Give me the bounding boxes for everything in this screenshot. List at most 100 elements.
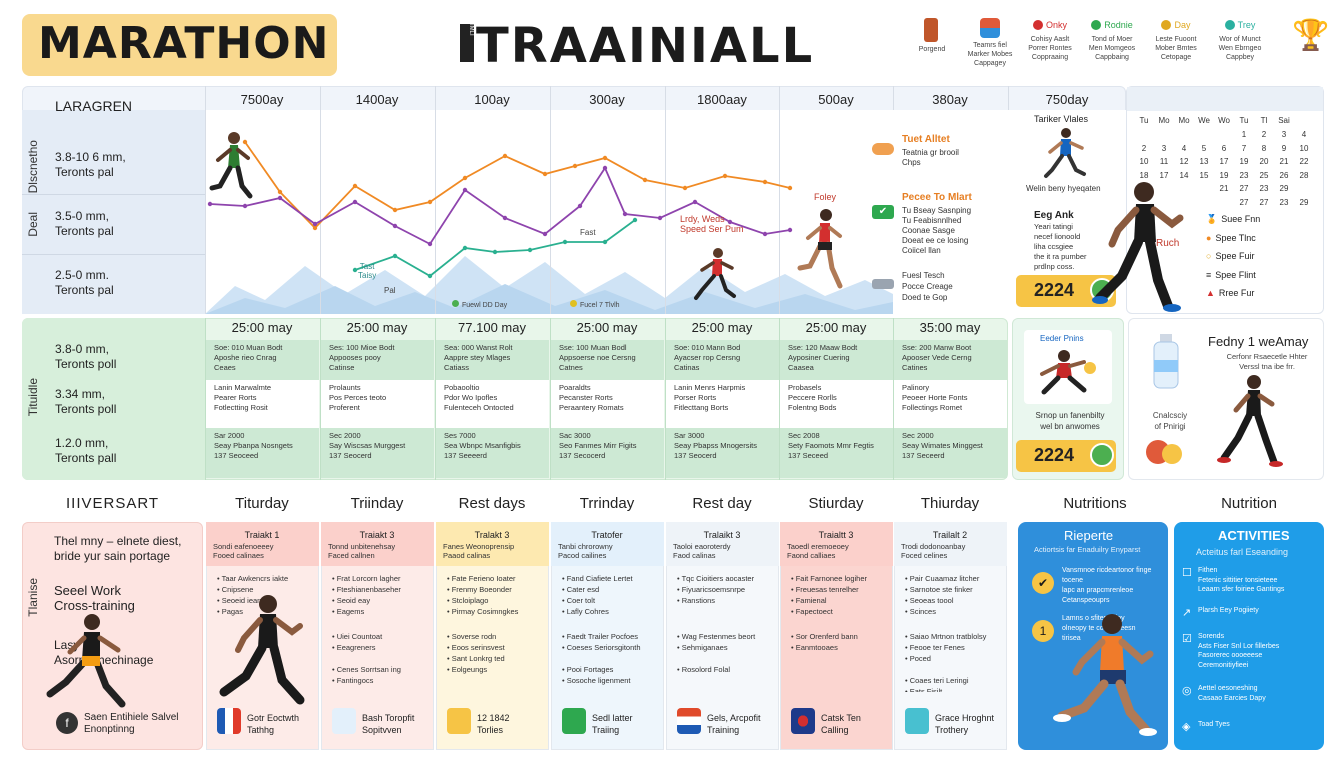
calendar-day[interactable]: 11 [1159,157,1169,166]
activity-item[interactable]: Aettel oesoneshing Casaao Earcies Dapy [1198,685,1266,702]
calendar-day[interactable] [1194,182,1214,196]
runner-illustration [797,209,843,289]
day-header[interactable]: Rest day [692,495,752,512]
calendar-day[interactable]: 10 [1139,157,1149,166]
calendar-day[interactable]: 13 [1199,157,1209,166]
calendar-day[interactable] [1214,196,1234,210]
activity-item[interactable]: Plarsh Eey Pogiiety [1198,607,1259,614]
activity-icon: ◎ [1182,685,1192,697]
activity-item[interactable]: Fithen Fetenic sittitier tonsieteee Leaa… [1198,567,1285,593]
calendar-day[interactable]: 25 [1259,170,1269,180]
day-column-title: Traiakt 3 [359,530,395,540]
calendar-day[interactable]: 17 [1219,157,1229,166]
nutrition-header-1: Nutritions [1063,495,1127,512]
calendar-day[interactable]: 5 [1201,143,1207,153]
header-icon-item[interactable]: Trey Wor of Munct Wen Ebrngeo Cappbey [1210,18,1270,62]
calendar-day[interactable]: 12 [1179,157,1189,166]
day-header[interactable]: Triinday [350,495,404,512]
social-icon[interactable]: f [56,712,78,734]
mid-cell: Lanin Menrs Harpmis Porser Rorts Fitlect… [666,380,779,428]
calendar-day[interactable]: 2 [1261,130,1267,139]
calendar-day[interactable]: 19 [1219,170,1229,180]
calendar-day[interactable]: 17 [1159,170,1169,180]
calendar-day[interactable]: 27 [1259,197,1269,207]
trend-point [427,199,433,205]
day-header[interactable]: Titurday [235,495,289,512]
calendar-day[interactable]: 15 [1199,170,1209,180]
legend-list-item[interactable]: ▲ Rree Fur [1206,284,1316,303]
trend-point [602,155,608,161]
calendar-day[interactable]: 2 [1141,143,1147,153]
calendar-day[interactable]: 19 [1239,157,1249,166]
calendar-day[interactable]: 3 [1161,143,1167,153]
calendar-day[interactable]: 28 [1299,170,1309,180]
calendar-day[interactable]: 9 [1281,143,1287,153]
calendar-day[interactable] [1294,182,1314,196]
calendar-day[interactable]: 10 [1299,143,1309,153]
calendar-day[interactable] [1194,196,1214,210]
calendar-day[interactable]: 20 [1259,157,1269,166]
day-column-list-a: • Fate Ferieno Ioater • Frenmy Boeonder … [447,574,519,616]
calendar-day[interactable]: 7 [1241,143,1247,153]
calendar-day[interactable]: 18 [1139,170,1149,180]
calendar-day[interactable] [1174,128,1194,142]
toggle-off-icon[interactable] [872,279,894,289]
header-icon-item[interactable]: Onky Cohisy Aaslt Porrer Rontes Coppraain… [1020,18,1080,62]
calendar-day[interactable]: 27 [1239,197,1249,207]
calendar-day[interactable]: 21 [1219,184,1229,193]
calendar-day[interactable]: 4 [1181,143,1187,153]
header-icon-item[interactable]: Rodnie Tond of Moer Men Momgeos Cappbaing [1082,18,1142,62]
header-icon-item[interactable]: Porgend [902,18,962,54]
calendar-day[interactable]: 8 [1261,143,1267,153]
toggle-icon[interactable] [872,143,894,155]
flag-nl-icon [677,708,701,734]
calendar-day[interactable]: 6 [1221,143,1227,153]
legend-list-item[interactable]: ≡ Spee Flint [1206,266,1316,285]
calendar-day[interactable]: 26 [1279,170,1289,180]
top-panel-title: LARAGREN [55,98,133,114]
calendar-day[interactable] [1194,128,1214,142]
header-icon-item[interactable]: Teamrs fiel Marker Mobes Cappagey [960,18,1020,68]
day-header[interactable]: Stiurday [808,495,864,512]
calendar-day[interactable]: 23 [1239,170,1249,180]
calendar-day[interactable] [1214,128,1234,142]
calendar-day[interactable]: 21 [1279,157,1289,166]
day-column-list-a: • Tqc Cioitiers aocaster • Fiyuaricsoems… [677,574,755,605]
calendar-day[interactable]: 29 [1279,184,1289,193]
list-bullet-icon: 🏅 [1206,214,1218,224]
legend-list-item[interactable]: ○ Spee Fuir [1206,247,1316,266]
calendar-day[interactable]: 27 [1239,184,1249,193]
mid-row-label-value: 3.34 mm, [55,387,106,401]
number-circle-icon[interactable]: 1 [1032,620,1054,642]
check-circle-icon[interactable]: ✔ [1032,572,1054,594]
calendar-day[interactable]: 4 [1301,130,1307,139]
legend-list-item[interactable]: 🏅 Suee Fnn [1206,210,1316,229]
day-header[interactable]: Trrinday [579,495,635,512]
calendar-day[interactable]: 3 [1281,130,1287,139]
calendar-day[interactable]: 14 [1179,170,1189,180]
calendar-day[interactable]: 22 [1299,157,1309,166]
legend-list-item[interactable]: ● Spee Tlnc [1206,229,1316,248]
calendar-day[interactable] [1134,128,1154,142]
day-column-title: Traiakt 1 [244,530,280,540]
day-header[interactable]: Rest days [458,495,526,512]
calendar-day[interactable] [1154,128,1174,142]
header-icon-item[interactable]: 🏆 [1274,18,1334,52]
trend-point [352,267,358,273]
activity-item[interactable]: Sorends Asts Fiser Snl Lor fillerbes Fas… [1198,633,1280,669]
calendar-day[interactable]: 23 [1259,184,1269,193]
check-icon[interactable]: ✔ [872,205,894,219]
trend-line [209,166,791,246]
runner-illustration [1217,375,1283,467]
calendar-day[interactable]: 23 [1279,197,1289,207]
mid-col-header: 25:00 may [691,320,753,335]
activity-item[interactable]: Toad Tyes [1198,721,1230,728]
calendar-weekday: Wo [1218,116,1230,125]
activity-icon: ◈ [1182,721,1191,733]
calendar-day[interactable]: 29 [1299,197,1309,207]
day-column-footer: 12 1842 Torlies [477,713,510,735]
header-icon-item[interactable]: Day Leste Fuoont Mober Bmtes Cetopage [1146,18,1206,62]
calendar-day[interactable]: 1 [1241,130,1247,139]
day-header[interactable]: Thiurday [920,495,980,512]
grid-line [435,318,436,480]
